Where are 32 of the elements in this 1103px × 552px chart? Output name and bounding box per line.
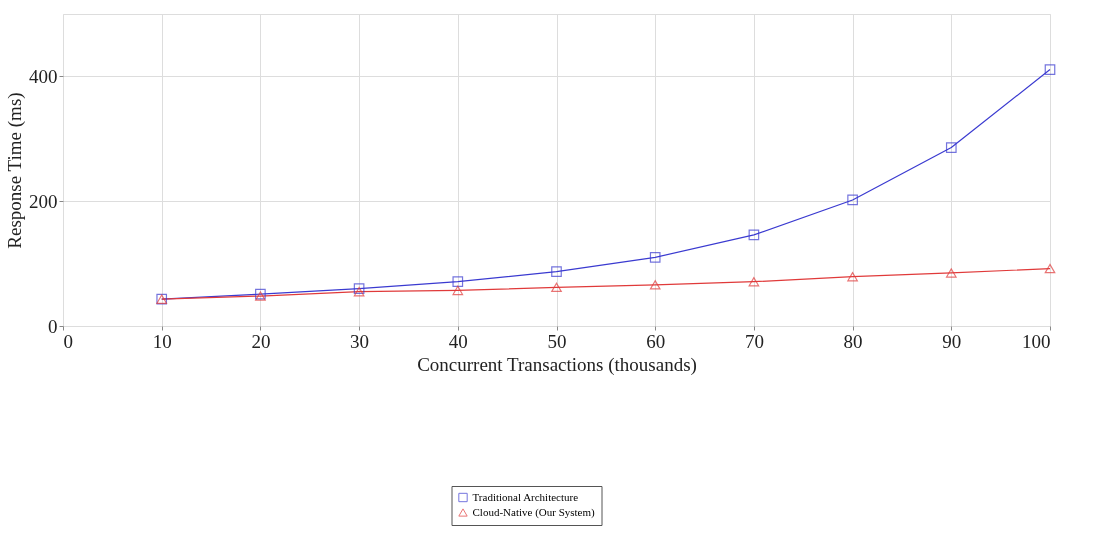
x-tick-label: 30 (350, 330, 370, 352)
point (847, 272, 858, 282)
y-tick-label: 200 (29, 190, 58, 212)
point (1044, 64, 1056, 75)
point (649, 280, 661, 290)
point (452, 276, 464, 288)
x-tick-label: 90 (942, 330, 962, 352)
x-tick-label: 10 (152, 330, 172, 352)
x-axis-title: Concurrent Transactions (thousands) (417, 353, 697, 376)
point (551, 266, 562, 278)
point (452, 285, 464, 296)
point (945, 142, 957, 153)
legend-label: Cloud-Native (Our System) (472, 505, 596, 519)
x-tick-label: 80 (843, 330, 863, 352)
x-tick-label: 60 (646, 330, 666, 352)
y-tick-label: 400 (29, 65, 58, 87)
point (847, 194, 858, 206)
x-tick-label: 0 (63, 330, 73, 352)
x-tick-label: 40 (448, 330, 468, 352)
y-tick-label: 0 (48, 315, 58, 337)
y-axis-title: Response Time (ms) (4, 92, 26, 249)
x-tick-label: 70 (744, 330, 764, 352)
point (1044, 263, 1056, 274)
x-tick-label: 100 (1022, 330, 1051, 352)
x-tick-label: 50 (547, 330, 567, 352)
legend-label: Traditional Architecture (472, 490, 579, 503)
point (649, 252, 661, 263)
x-tick-label: 20 (251, 330, 271, 352)
point (748, 276, 760, 287)
point (748, 229, 760, 241)
point (945, 268, 957, 278)
point (551, 282, 562, 293)
